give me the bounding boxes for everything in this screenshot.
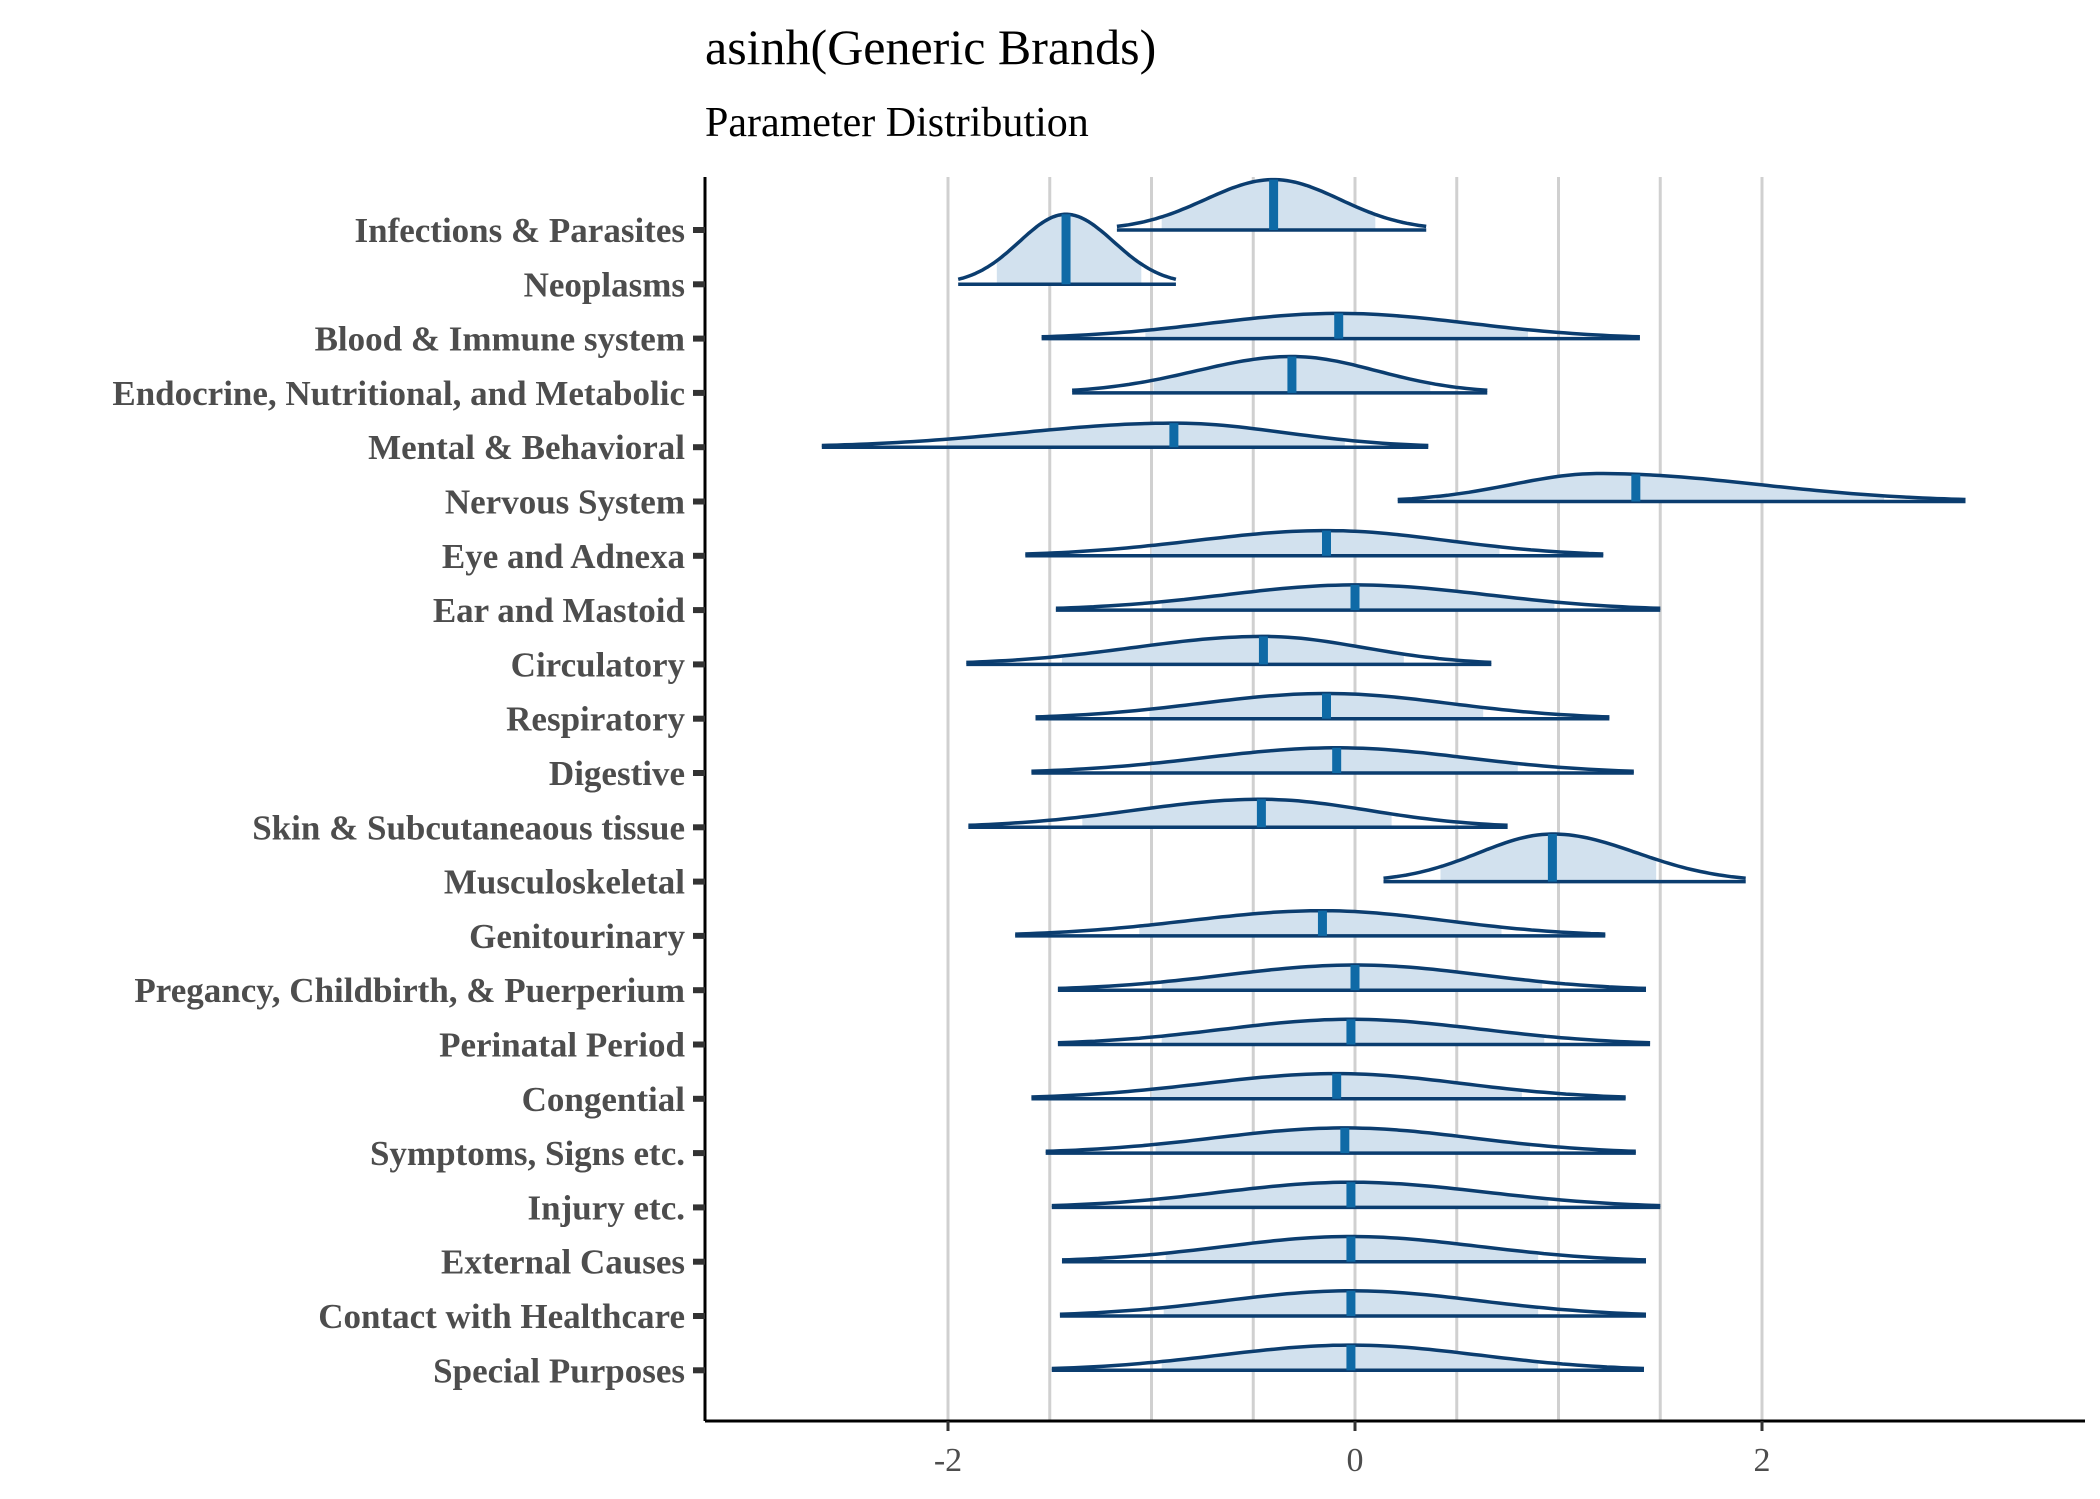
y-tick-label-6: Eye and Adnexa bbox=[442, 537, 685, 576]
ridge-outline-4 bbox=[821, 421, 1429, 448]
ridge-outline-16 bbox=[1031, 1071, 1626, 1099]
y-tick-label-14: Pregancy, Childbirth, & Puerperium bbox=[134, 971, 685, 1010]
ridge-16 bbox=[1031, 1071, 1626, 1101]
y-tick-label-15: Perinatal Period bbox=[439, 1026, 685, 1065]
ridge-5 bbox=[1397, 471, 1966, 504]
ridge-7 bbox=[1055, 583, 1661, 612]
y-tick-label-11: Skin & Subcutaneaous tissue bbox=[252, 808, 685, 847]
ridge-outline-11 bbox=[968, 797, 1508, 828]
ridge-21 bbox=[1051, 1343, 1645, 1373]
ridge-19 bbox=[1061, 1234, 1647, 1264]
ridge-1 bbox=[957, 212, 1177, 287]
y-tick-label-0: Infections & Parasites bbox=[354, 211, 685, 250]
y-tick-label-16: Congential bbox=[522, 1080, 686, 1119]
y-tick-label-20: Contact with Healthcare bbox=[318, 1297, 685, 1336]
ridge-outline-12 bbox=[1383, 832, 1746, 880]
y-tick-label-8: Circulatory bbox=[511, 645, 686, 684]
ridge-3 bbox=[1071, 354, 1488, 395]
ridge-12 bbox=[1383, 832, 1746, 884]
y-tick-label-7: Ear and Mastoid bbox=[433, 591, 686, 630]
ridge-outline-18 bbox=[1051, 1180, 1661, 1208]
ridge-20 bbox=[1059, 1289, 1647, 1318]
y-tick-label-5: Nervous System bbox=[445, 483, 685, 522]
y-tick-label-9: Respiratory bbox=[506, 700, 685, 739]
ridge-15 bbox=[1057, 1017, 1651, 1047]
y-tick-label-3: Endocrine, Nutritional, and Metabolic bbox=[112, 374, 685, 413]
x-axis-labels: -2 0 2 bbox=[934, 1442, 1771, 1479]
ridge-17 bbox=[1045, 1126, 1636, 1155]
ridge-outline-8 bbox=[966, 634, 1492, 665]
ridge-9 bbox=[1035, 691, 1610, 721]
ridges bbox=[821, 177, 1966, 1373]
ridge-0 bbox=[1116, 177, 1427, 232]
ridge-outline-5 bbox=[1397, 471, 1966, 502]
y-tick-label-18: Injury etc. bbox=[528, 1188, 685, 1227]
chart-subtitle: Parameter Distribution bbox=[705, 100, 1089, 146]
ridge-8 bbox=[966, 634, 1492, 667]
ridge-6 bbox=[1025, 528, 1604, 558]
ridge-outline-3 bbox=[1071, 354, 1488, 393]
chart-title: asinh(Generic Brands) bbox=[705, 19, 1156, 75]
y-tick-label-12: Musculoskeletal bbox=[444, 863, 685, 902]
x-tick-label-1: 0 bbox=[1347, 1442, 1364, 1479]
ridge-fill-9 bbox=[1149, 693, 1484, 719]
y-tick-label-17: Symptoms, Signs etc. bbox=[370, 1134, 685, 1173]
y-tick-label-13: Genitourinary bbox=[469, 917, 685, 956]
x-tick-label-0: -2 bbox=[934, 1442, 962, 1479]
ridge-14 bbox=[1057, 963, 1647, 992]
x-tick-label-2: 2 bbox=[1754, 1442, 1771, 1479]
ridge-fill-8 bbox=[1061, 636, 1404, 665]
ridge-10 bbox=[1031, 746, 1634, 775]
axes bbox=[693, 177, 2085, 1431]
y-axis-labels: Infections & Parasites Neoplasms Blood & I… bbox=[112, 211, 685, 1390]
y-tick-label-10: Digestive bbox=[549, 754, 685, 793]
y-tick-label-21: Special Purposes bbox=[433, 1351, 685, 1390]
ridge-outline-6 bbox=[1025, 528, 1604, 556]
ridge-outline-13 bbox=[1015, 908, 1606, 936]
ridge-11 bbox=[968, 797, 1508, 830]
ridge-18 bbox=[1051, 1180, 1661, 1210]
y-tick-label-19: External Causes bbox=[441, 1243, 685, 1282]
ridge-fill-5 bbox=[1436, 473, 1885, 502]
ridge-13 bbox=[1015, 908, 1606, 938]
ridge-4 bbox=[821, 421, 1429, 449]
ridge-2 bbox=[1041, 311, 1640, 341]
y-tick-label-1: Neoplasms bbox=[524, 265, 685, 304]
ridge-fill-11 bbox=[1082, 799, 1392, 828]
y-tick-label-4: Mental & Behavioral bbox=[368, 428, 685, 467]
y-tick-label-2: Blood & Immune system bbox=[315, 320, 685, 359]
